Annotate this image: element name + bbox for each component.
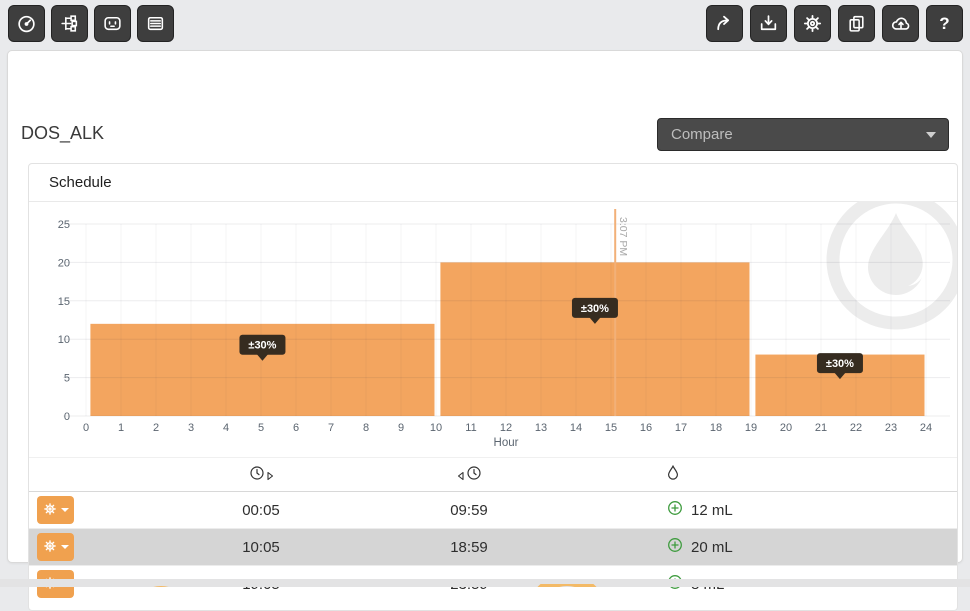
dose-amount: 12 mL [535, 500, 957, 520]
svg-text:12: 12 [500, 422, 512, 434]
start-time: 00:05 [242, 501, 280, 519]
svg-text:3: 3 [188, 422, 194, 434]
svg-text:±30%: ±30% [581, 303, 609, 315]
svg-text:4: 4 [223, 422, 229, 434]
svg-text:25: 25 [58, 219, 70, 231]
share-button[interactable] [706, 5, 743, 42]
help-button[interactable]: ? [926, 5, 963, 42]
svg-text:20: 20 [58, 257, 70, 269]
plus-circle-icon [667, 500, 683, 520]
svg-text:11: 11 [465, 422, 476, 434]
start-time-column-header [119, 465, 403, 485]
row-settings-button[interactable] [37, 533, 74, 561]
end-time: 18:59 [450, 538, 488, 556]
outlet-button[interactable] [94, 5, 131, 42]
svg-text:8: 8 [363, 422, 369, 434]
tolerance-tooltip [816, 353, 863, 374]
clock-end-icon [457, 465, 482, 485]
table-row[interactable]: 00:05 09:59 12 mL [29, 492, 957, 528]
svg-text:±30%: ±30% [248, 340, 276, 352]
svg-text:10: 10 [430, 422, 442, 434]
download-icon [758, 13, 779, 34]
settings-icon [802, 13, 823, 34]
dose-column-header [535, 464, 957, 484]
gear-icon [43, 539, 57, 556]
svg-text:5: 5 [258, 422, 264, 434]
svg-text:24: 24 [920, 422, 932, 434]
chevron-down-icon [60, 545, 69, 549]
gear-icon [43, 502, 57, 519]
svg-text:6: 6 [293, 422, 299, 434]
dose-amount-text: 12 mL [691, 501, 733, 519]
svg-text:22: 22 [850, 422, 862, 434]
svg-text:15: 15 [605, 422, 617, 434]
compare-dropdown[interactable]: Compare [657, 118, 949, 151]
svg-text:13: 13 [535, 422, 547, 434]
tolerance-tooltip [571, 297, 618, 318]
copy-button[interactable] [838, 5, 875, 42]
svg-text:5: 5 [64, 373, 70, 385]
schedule-panel: Schedule 0 1 2 3 4 5 6 7 8 9 10 11 12 13 14 15 16 17 18 19 2… [28, 163, 966, 611]
schedule-bar[interactable] [440, 262, 750, 416]
panel-title: Schedule [29, 164, 957, 202]
share-icon [714, 13, 735, 34]
svg-text:19: 19 [745, 422, 757, 434]
droplet-icon [667, 464, 679, 484]
svg-text:10: 10 [58, 334, 70, 346]
svg-text:17: 17 [675, 422, 687, 434]
svg-text:14: 14 [570, 422, 582, 434]
list-button[interactable] [137, 5, 174, 42]
chevron-down-icon [926, 131, 936, 138]
start-time: 10:05 [242, 538, 280, 556]
svg-text:18: 18 [710, 422, 722, 434]
schedule-table-header [29, 457, 957, 492]
help-icon: ? [939, 13, 950, 33]
dose-amount-text: 20 mL [691, 538, 733, 556]
svg-text:0: 0 [83, 422, 89, 434]
toolbar-right: ? [706, 5, 963, 42]
end-time-column-header [403, 465, 535, 485]
row-settings-button[interactable] [37, 496, 74, 524]
list-icon [145, 13, 166, 34]
svg-text:16: 16 [640, 422, 652, 434]
end-time: 09:59 [450, 501, 488, 519]
tolerance-tooltip [239, 334, 286, 355]
svg-text:23: 23 [885, 422, 897, 434]
toolbar-left [8, 5, 174, 42]
schedule-chart[interactable]: 0 1 2 3 4 5 6 7 8 9 10 11 12 13 14 15 16 17 18 19 20 21 22 23 24… [29, 190, 966, 457]
table-row[interactable]: 10:05 18:59 20 mL [29, 528, 957, 565]
dashboard-icon [16, 13, 37, 34]
download-button[interactable] [750, 5, 787, 42]
svg-text:15: 15 [58, 296, 70, 308]
svg-text:9: 9 [398, 422, 404, 434]
svg-text:21: 21 [815, 422, 827, 434]
svg-text:7: 7 [328, 422, 334, 434]
plus-circle-icon [667, 537, 683, 557]
svg-text:2: 2 [153, 422, 159, 434]
clock-start-icon [249, 465, 274, 485]
x-axis-label: Hour [494, 437, 519, 449]
dose-amount: 20 mL [535, 537, 957, 557]
chevron-down-icon [60, 508, 69, 512]
main-card: DOS_ALK Compare Schedule 0 1 2 3 4 5 6 7 8 9 10 11 1… [7, 50, 966, 611]
footer-logo-strip [0, 579, 970, 587]
cloud-upload-button[interactable] [882, 5, 919, 42]
svg-text:±30%: ±30% [826, 358, 854, 370]
dashboard-button[interactable] [8, 5, 45, 42]
network-icon [59, 13, 80, 34]
page-title: DOS_ALK [21, 123, 105, 143]
outlet-icon [102, 13, 123, 34]
cloud-upload-icon [890, 13, 912, 35]
network-button[interactable] [51, 5, 88, 42]
svg-text:20: 20 [780, 422, 792, 434]
copy-icon [846, 13, 867, 34]
svg-text:1: 1 [118, 422, 124, 434]
compare-dropdown-label: Compare [671, 126, 733, 143]
svg-text:0: 0 [64, 411, 70, 423]
current-time-label: 3:07 PM [617, 217, 629, 256]
settings-button[interactable] [794, 5, 831, 42]
